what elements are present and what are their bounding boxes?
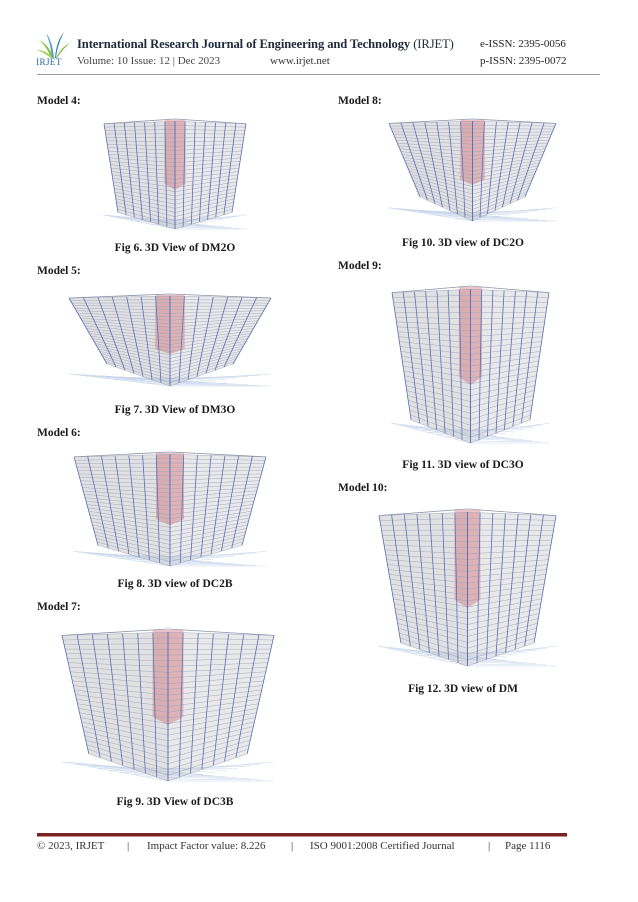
figure-caption: Fig 11. 3D view of DC3O — [402, 459, 524, 471]
model-label: Model 5: — [37, 265, 81, 277]
figure-caption: Fig 8. 3D view of DC2B — [117, 578, 233, 590]
building-3d-figure — [70, 448, 270, 570]
building-3d-figure — [385, 115, 560, 225]
footer-page-number: Page 1116 — [505, 840, 551, 852]
p-issn: p-ISSN: 2395-0072 — [480, 55, 567, 67]
model-label: Model 10: — [338, 482, 388, 494]
leaf-logo-icon — [37, 32, 70, 58]
building-3d-figure — [100, 115, 250, 233]
figure-caption: Fig 10. 3D view of DC2O — [401, 237, 524, 249]
model-label: Model 4: — [37, 95, 81, 107]
footer-separator: | — [488, 840, 491, 852]
footer-separator: | — [127, 840, 130, 852]
footer-copyright: © 2023, IRJET — [37, 840, 105, 852]
footer-impact-factor: Impact Factor value: 8.226 — [147, 840, 266, 852]
e-issn: e-ISSN: 2395-0056 — [480, 38, 566, 50]
volume-info: Volume: 10 Issue: 12 | Dec 2023 — [77, 55, 221, 67]
journal-title: International Research Journal of Engine… — [77, 37, 454, 52]
model-label: Model 7: — [37, 601, 81, 613]
building-3d-figure — [58, 625, 278, 785]
irjet-logo — [36, 30, 72, 70]
footer-rule — [37, 833, 567, 836]
figure-caption: Fig 6. 3D View of DM2O — [114, 242, 236, 254]
figure-caption: Fig 7. 3D View of DM3O — [114, 404, 236, 416]
figure-caption: Fig 9. 3D View of DC3B — [116, 796, 234, 808]
journal-title-text: International Research Journal of Engine… — [77, 37, 411, 51]
model-label: Model 9: — [338, 260, 382, 272]
figure-caption: Fig 12. 3D view of DM — [408, 683, 518, 695]
footer-rule-light — [37, 836, 567, 837]
footer-iso: ISO 9001:2008 Certified Journal — [310, 840, 455, 852]
logo-text: IRJET — [36, 58, 62, 68]
journal-abbrev: (IRJET) — [413, 37, 454, 51]
model-label: Model 6: — [37, 427, 81, 439]
model-label: Model 8: — [338, 95, 382, 107]
website-link[interactable]: www.irjet.net — [270, 55, 330, 67]
footer-separator: | — [291, 840, 294, 852]
building-3d-figure — [388, 282, 553, 447]
building-3d-figure — [375, 505, 560, 670]
building-3d-figure — [65, 290, 275, 390]
header-divider — [37, 74, 600, 75]
